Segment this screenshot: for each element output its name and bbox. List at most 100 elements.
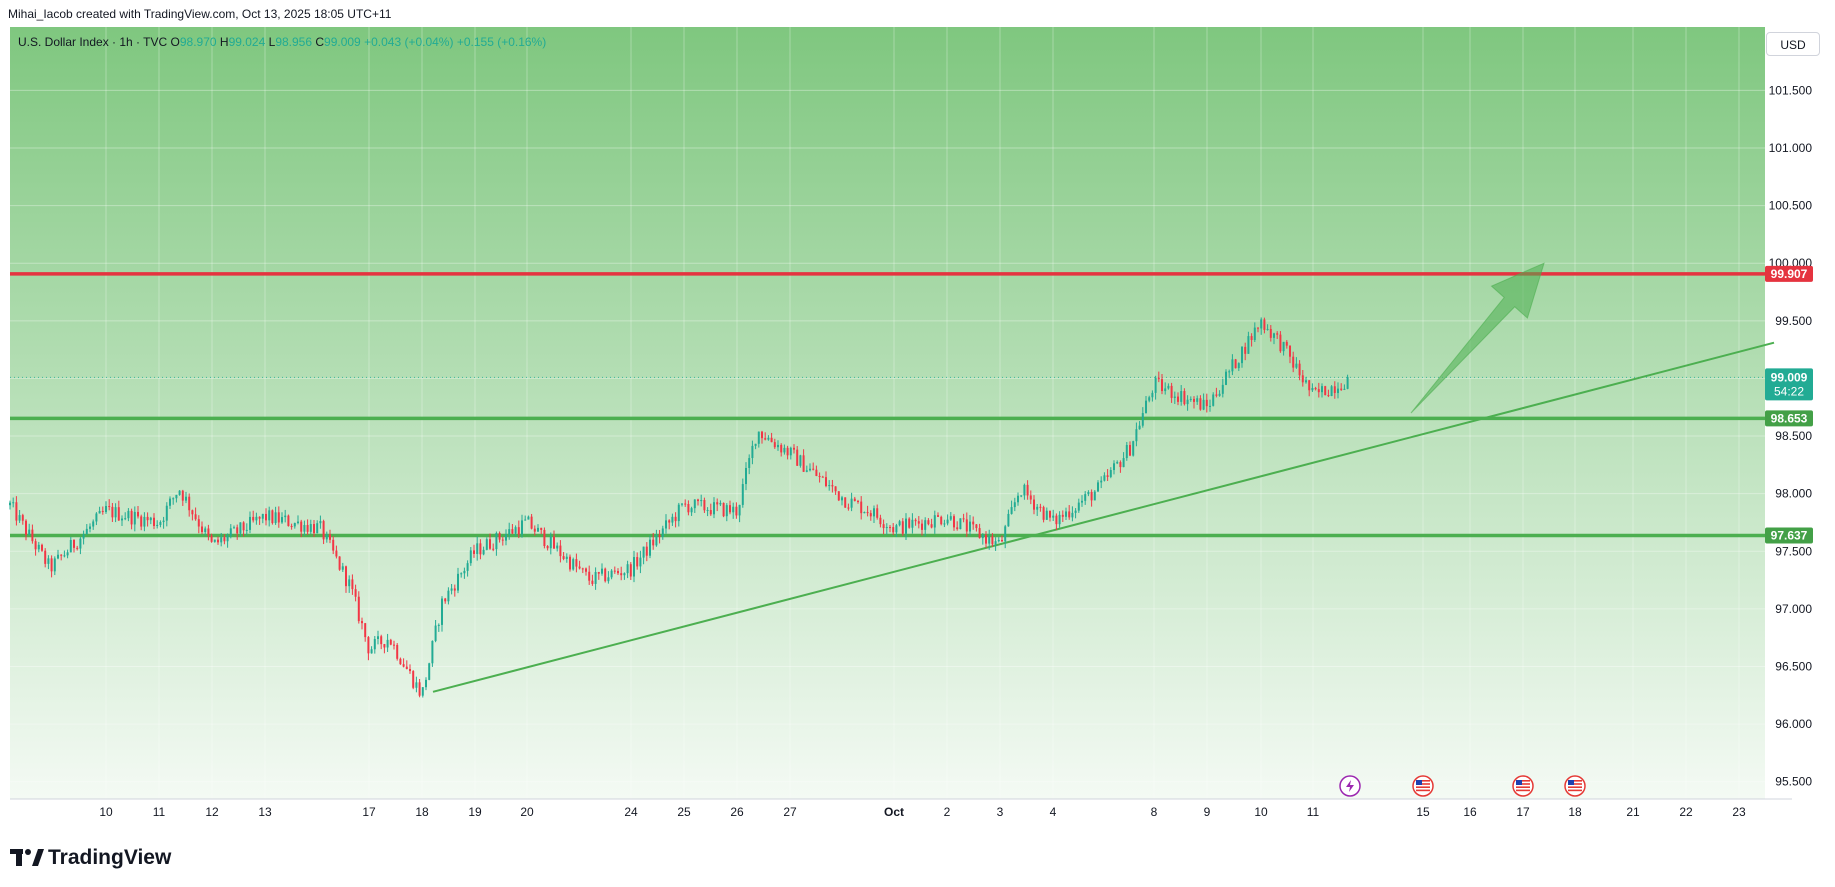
candle-body xyxy=(309,524,312,532)
candle-body xyxy=(623,573,626,576)
x-tick-label: 13 xyxy=(258,805,272,819)
x-tick-label: 11 xyxy=(153,805,166,819)
candle-body xyxy=(1180,391,1183,402)
horizontal-levels[interactable] xyxy=(10,272,1765,538)
candle-body xyxy=(933,515,936,528)
candle-body xyxy=(850,498,853,508)
currency-button[interactable]: USD xyxy=(1766,32,1820,56)
candle-body xyxy=(1026,484,1029,496)
candle-body xyxy=(1148,397,1151,401)
candle-body xyxy=(421,687,424,696)
x-axis: 10 11 12 13 17 18 19 20 24 25 26 27 Oct 2 3 4 8 9 10 11 15 16… xyxy=(10,798,1792,819)
candle-body xyxy=(501,539,504,541)
candle-body xyxy=(764,438,767,440)
candle-body xyxy=(463,570,466,574)
candle-body xyxy=(245,529,248,531)
candle-body xyxy=(485,539,488,550)
candle-body xyxy=(997,539,1000,542)
candle-body xyxy=(1196,398,1199,402)
candle-body xyxy=(364,623,367,638)
candle-body xyxy=(434,625,437,641)
x-tick-label: 18 xyxy=(415,805,429,819)
us-flag-icon[interactable] xyxy=(1564,775,1586,797)
candle-body xyxy=(466,563,469,571)
candle-body xyxy=(684,503,687,505)
candle-body xyxy=(348,579,351,587)
candle-body xyxy=(793,447,795,450)
symbol-legend[interactable]: U.S. Dollar Index · 1h · TVC O98.970 H99… xyxy=(18,35,546,49)
candle-body xyxy=(89,526,91,529)
candle-body xyxy=(223,537,226,542)
candle-body xyxy=(1266,328,1269,330)
candle-body xyxy=(207,528,210,536)
x-tick-label: 21 xyxy=(1626,805,1640,819)
candle-body xyxy=(751,445,754,459)
candle-body xyxy=(175,494,178,499)
candle-body xyxy=(1260,319,1263,329)
candle-body xyxy=(124,518,127,520)
candle-body xyxy=(1330,386,1333,397)
candle-body xyxy=(351,579,354,590)
candle-body xyxy=(697,499,699,502)
candle-body xyxy=(415,682,418,688)
candle-body xyxy=(761,431,763,439)
candle-body xyxy=(524,519,527,521)
candle-body xyxy=(645,546,648,556)
candle-body xyxy=(972,521,975,525)
candle-body xyxy=(610,570,613,578)
events[interactable] xyxy=(1339,775,1586,797)
candle-body xyxy=(847,507,850,509)
candle-body xyxy=(540,527,543,530)
candle-body xyxy=(236,527,239,534)
candle-body xyxy=(1116,462,1119,464)
candle-body xyxy=(447,590,450,602)
x-tick-label: 27 xyxy=(783,805,797,819)
candle-body xyxy=(924,520,927,530)
candle-body xyxy=(709,510,712,515)
candle-body xyxy=(383,644,386,648)
candle-body xyxy=(1058,514,1061,525)
candle-body xyxy=(1023,484,1026,496)
flag-canton xyxy=(1568,780,1574,785)
candle-body xyxy=(255,516,258,521)
candle-body xyxy=(569,556,571,570)
candle-body xyxy=(601,568,603,574)
candle-body xyxy=(1138,425,1141,430)
x-tick-label: 23 xyxy=(1732,805,1746,819)
candle-body xyxy=(1225,371,1227,385)
candle-body xyxy=(655,534,658,546)
us-flag-icon[interactable] xyxy=(1412,775,1434,797)
x-tick-label: 11 xyxy=(1307,805,1320,819)
candle-body xyxy=(1103,475,1106,481)
candle-body xyxy=(652,539,655,546)
candle-body xyxy=(405,666,408,670)
projection-arrow[interactable] xyxy=(1410,262,1545,414)
candle-body xyxy=(1039,506,1042,508)
candle-body xyxy=(386,639,389,648)
y-tick-label: 95.500 xyxy=(1775,775,1812,789)
candle-body xyxy=(1285,341,1288,346)
candle-body xyxy=(34,541,37,550)
candle-body xyxy=(181,490,184,501)
trend-line[interactable] xyxy=(432,341,1775,693)
candle-body xyxy=(399,658,402,665)
candle-body xyxy=(73,539,75,548)
candle-body xyxy=(732,506,735,513)
candle-body xyxy=(412,671,415,688)
x-tick-label: 24 xyxy=(624,805,638,819)
x-tick-label: 16 xyxy=(1463,805,1477,819)
projection-arrow-group[interactable] xyxy=(1410,262,1545,414)
candle-body xyxy=(889,527,891,529)
close-value: 99.009 xyxy=(324,35,361,49)
candle-body xyxy=(914,519,917,522)
candle-body xyxy=(754,443,757,446)
trend-line-group[interactable] xyxy=(432,341,1775,693)
candle-body xyxy=(962,518,965,520)
candle-body xyxy=(1093,491,1096,501)
candle-body xyxy=(1068,511,1071,518)
candle-body xyxy=(815,469,818,476)
us-flag-icon[interactable] xyxy=(1512,775,1534,797)
tradingview-brand[interactable]: TradingView xyxy=(10,846,171,870)
candle-body xyxy=(50,558,53,572)
